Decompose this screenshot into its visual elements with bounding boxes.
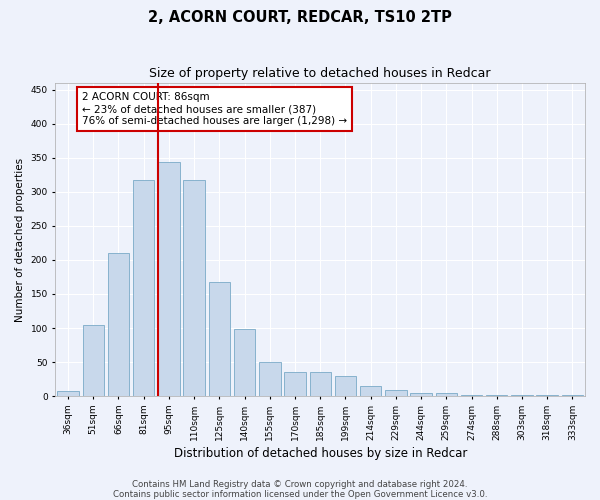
Bar	[184, 180, 205, 396]
Bar	[58, 392, 79, 396]
Text: 2, ACORN COURT, REDCAR, TS10 2TP: 2, ACORN COURT, REDCAR, TS10 2TP	[148, 10, 452, 25]
Bar	[108, 253, 129, 396]
X-axis label: Distribution of detached houses by size in Redcar: Distribution of detached houses by size …	[173, 447, 467, 460]
Bar	[234, 330, 255, 396]
Bar	[158, 162, 179, 396]
Bar	[335, 376, 356, 396]
Title: Size of property relative to detached houses in Redcar: Size of property relative to detached ho…	[149, 68, 491, 80]
Bar	[284, 372, 306, 396]
Bar	[385, 390, 407, 396]
Bar	[410, 392, 432, 396]
Bar	[436, 394, 457, 396]
Y-axis label: Number of detached properties: Number of detached properties	[15, 158, 25, 322]
Bar	[461, 394, 482, 396]
Bar	[360, 386, 382, 396]
Bar	[259, 362, 281, 396]
Text: Contains public sector information licensed under the Open Government Licence v3: Contains public sector information licen…	[113, 490, 487, 499]
Bar	[133, 180, 154, 396]
Text: 2 ACORN COURT: 86sqm
← 23% of detached houses are smaller (387)
76% of semi-deta: 2 ACORN COURT: 86sqm ← 23% of detached h…	[82, 92, 347, 126]
Bar	[83, 324, 104, 396]
Bar	[209, 282, 230, 396]
Bar	[310, 372, 331, 396]
Text: Contains HM Land Registry data © Crown copyright and database right 2024.: Contains HM Land Registry data © Crown c…	[132, 480, 468, 489]
